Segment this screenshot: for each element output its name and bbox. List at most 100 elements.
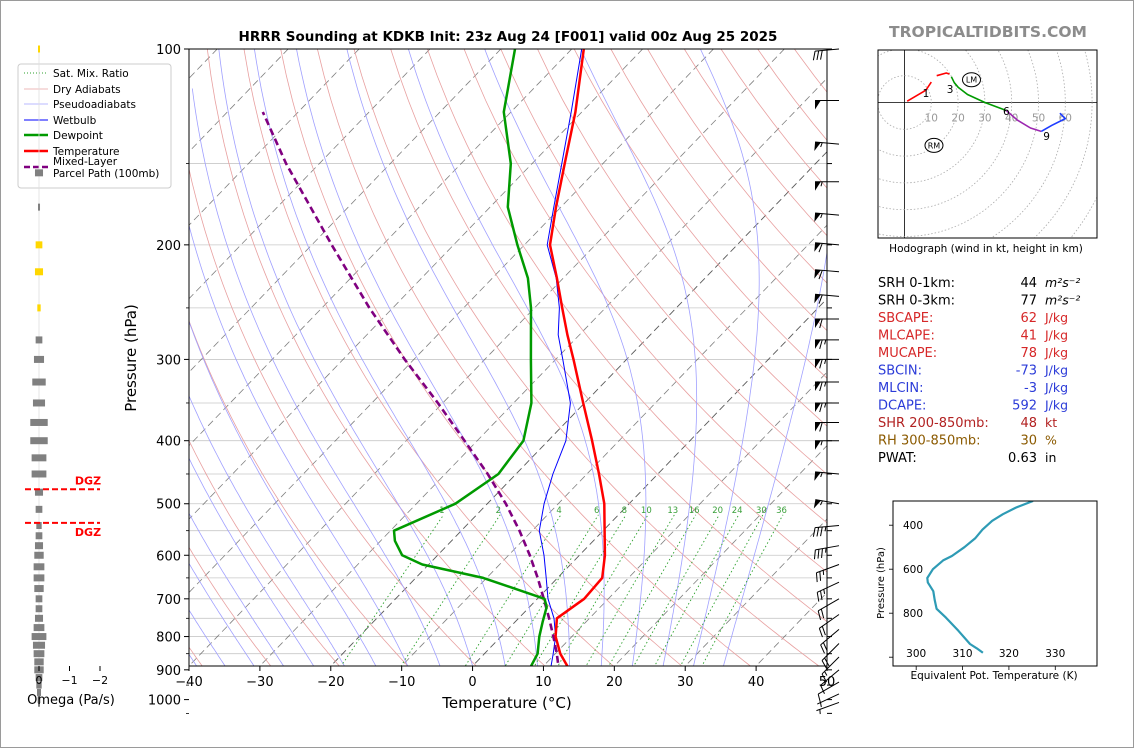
index-value: 78 [1020, 346, 1037, 361]
isotherm-line [138, 19, 813, 719]
mixing-ratio-label: 13 [667, 506, 678, 516]
wind-barb-half [820, 501, 822, 505]
y-tick-label: 500 [156, 498, 181, 513]
omega-tick-label: −1 [61, 674, 77, 687]
omega-bar [36, 506, 43, 513]
dry-adiabat-line [169, 19, 532, 719]
wind-barb-full [820, 340, 823, 349]
legend-label: Sat. Mix. Ratio [53, 68, 129, 80]
index-label: SRH 0-3km: [878, 294, 955, 309]
skewt-y-axis-label: Pressure (hPa) [122, 304, 140, 412]
index-label: SBCAPE: [878, 311, 933, 326]
y-tick-label: 800 [156, 631, 181, 646]
theta-e-y-tick-label: 400 [903, 520, 923, 532]
hodograph-ring-label: 30 [978, 113, 991, 125]
theta-e-x-tick-label: 310 [953, 648, 973, 660]
hodograph-height-label: 9 [1043, 131, 1050, 143]
moist-adiabat-line [219, 49, 484, 713]
hodograph-ring-label: 50 [1032, 113, 1045, 125]
index-unit: m²s⁻² [1045, 275, 1080, 290]
dry-adiabat-line [311, 19, 821, 719]
wind-barb-full [816, 573, 817, 582]
mixing-ratio-label: 6 [594, 506, 599, 516]
index-row: RH 300-850mb:30% [878, 433, 1057, 449]
y-tick-label: 700 [156, 593, 181, 608]
wind-barb-flag [815, 441, 821, 450]
mixing-ratio-label: 24 [732, 506, 743, 516]
omega-tick-label: 0 [36, 674, 43, 687]
wind-barb [821, 629, 839, 653]
legend-label: Wetbulb [53, 115, 97, 127]
hodograph-segment [937, 73, 950, 76]
wind-barb-full [821, 609, 823, 618]
index-unit: J/kg [1044, 398, 1068, 413]
wind-barb-full [821, 50, 823, 59]
omega-bar [36, 241, 43, 248]
omega-bar [36, 532, 43, 539]
theta-e-y-axis-label: Pressure (hPa) [876, 547, 887, 619]
mixing-ratio-label: 10 [641, 506, 652, 516]
hodograph-title: Hodograph (wind in kt, height in km) [889, 243, 1083, 255]
surface-value-label: 66F [585, 697, 608, 710]
omega-bar [34, 356, 44, 363]
theta-e-frame [893, 501, 1097, 666]
wind-barb-full [817, 51, 819, 60]
omega-bar [34, 624, 45, 631]
omega-axis-label: Omega (Pa/s) [27, 693, 115, 708]
index-value: -73 [1016, 364, 1037, 379]
mixing-ratio-label: 2 [496, 506, 501, 516]
wind-barb-full [819, 628, 822, 637]
omega-bar [35, 169, 43, 176]
omega-bar [32, 454, 47, 461]
y-tick-label: 300 [156, 353, 181, 368]
index-unit: m²s⁻² [1045, 293, 1080, 308]
wind-barb-half [821, 473, 823, 477]
legend-label: Pseudoadiabats [53, 99, 136, 111]
mixing-ratio-label: 4 [556, 506, 561, 516]
y-tick-label: 900 [156, 664, 181, 679]
index-label: PWAT: [878, 451, 917, 466]
index-unit: J/kg [1044, 345, 1068, 360]
mixing-ratio-label: 16 [689, 506, 700, 516]
wind-barb-full [813, 51, 815, 60]
index-value: 77 [1020, 294, 1037, 309]
index-value: 62 [1020, 311, 1037, 326]
index-unit: in [1045, 450, 1056, 465]
wind-barb-full [821, 645, 825, 654]
x-tick-label: 40 [748, 675, 765, 690]
wind-barb-staff [819, 615, 839, 629]
wind-barb-half [824, 589, 825, 594]
index-value: 592 [1012, 399, 1037, 414]
index-value: 44 [1020, 276, 1037, 291]
wind-barb [817, 694, 839, 707]
y-tick-label: 400 [156, 435, 181, 450]
theta-e-y-tick-label: 600 [903, 564, 923, 576]
hodograph-ring-label: 20 [951, 113, 964, 125]
theta-e-x-tick-label: 300 [906, 648, 926, 660]
wind-barb-flag [814, 472, 821, 481]
y-tick-label: 1000 [148, 694, 181, 709]
omega-bar [34, 574, 45, 581]
wind-barb-flag [814, 213, 821, 222]
index-label: SHR 200-850mb: [878, 416, 989, 431]
x-tick-label: −20 [317, 675, 344, 690]
moist-adiabat-line [84, 191, 313, 714]
mixing-ratio-label: 20 [712, 506, 723, 516]
dry-adiabat-line [275, 19, 748, 719]
storm-motion-label: LM [966, 76, 977, 85]
wind-barb-full [822, 626, 825, 635]
dry-adiabat-line [418, 19, 1038, 719]
wind-barb-full [820, 359, 823, 368]
omega-bar [36, 605, 43, 612]
wind-barb-half [821, 441, 822, 446]
moist-adiabat-line [682, 49, 759, 713]
x-tick-label: 30 [677, 675, 694, 690]
storm-motion-label: RM [928, 141, 941, 150]
dgz-label: DGZ [75, 526, 101, 539]
theta-e-plot [927, 501, 1033, 653]
